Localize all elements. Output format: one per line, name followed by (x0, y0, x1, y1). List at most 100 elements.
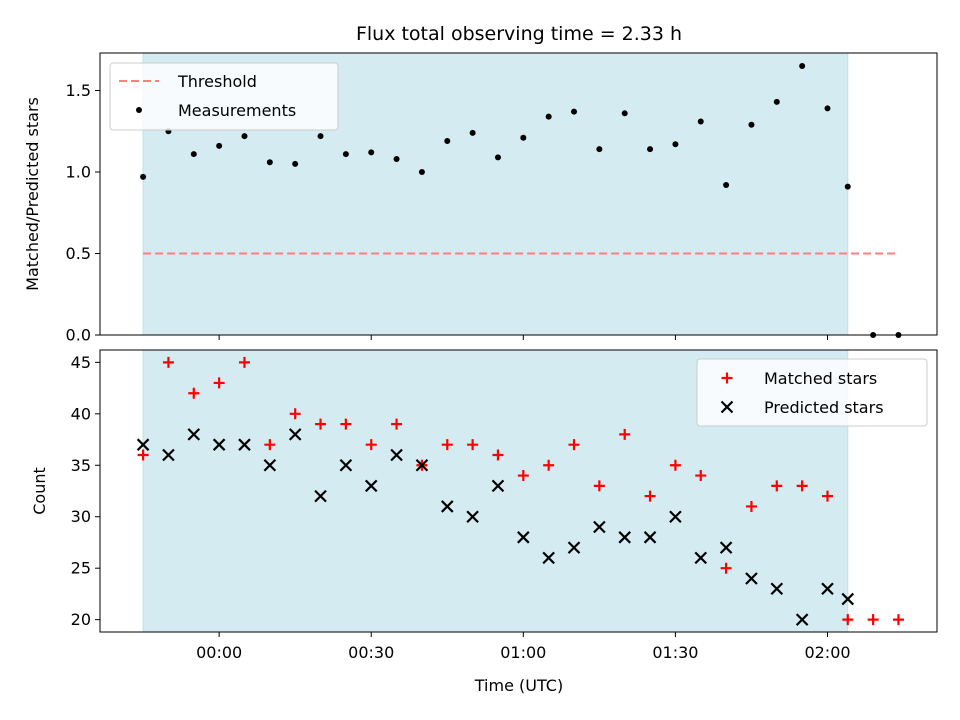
data-point (669, 510, 682, 524)
data-point (517, 470, 529, 482)
y-tick-label: 1.0 (66, 162, 91, 181)
data-point (644, 490, 656, 502)
data-point (212, 438, 226, 451)
data-point (188, 387, 200, 399)
data-point (542, 551, 555, 565)
data-point (466, 510, 479, 524)
y-tick-label: 1.5 (66, 81, 91, 100)
y-axis-label: Matched/Predicted stars (23, 97, 42, 291)
data-point (266, 159, 273, 166)
series-1 (136, 428, 855, 626)
data-point (770, 582, 784, 596)
data-point (618, 531, 631, 544)
legend-threshold-label: Threshold (177, 72, 257, 91)
data-point (520, 134, 527, 141)
data-point (241, 133, 248, 140)
series-0 (140, 63, 902, 338)
data-point (745, 500, 757, 512)
data-point (593, 480, 605, 492)
y-tick-label: 40 (71, 404, 91, 423)
x-axis-label: Time (UTC) (474, 676, 563, 695)
data-point (773, 98, 780, 105)
data-point (720, 562, 732, 574)
legend: Threshold Measurements (109, 62, 339, 131)
data-point (672, 141, 679, 148)
data-point (467, 439, 479, 451)
legend-matched-swatch (721, 372, 733, 384)
data-point (136, 438, 150, 451)
data-point (444, 138, 451, 145)
chart-title: Flux total observing time = 2.33 h (356, 23, 682, 45)
data-point (567, 541, 581, 554)
data-point (492, 449, 504, 461)
y-tick-label: 35 (71, 456, 91, 475)
data-point (647, 146, 654, 153)
data-point (140, 173, 147, 180)
data-point (440, 500, 454, 513)
data-point (695, 470, 707, 482)
data-point (238, 438, 251, 451)
x-tick-label: 01:30 (652, 643, 698, 662)
y-tick-label: 0.5 (66, 244, 91, 263)
data-point (314, 489, 327, 503)
y-tick-label: 45 (71, 353, 91, 372)
data-point (841, 592, 855, 606)
data-point (339, 458, 353, 472)
data-point (867, 614, 879, 626)
x-tick-label: 00:00 (196, 643, 242, 662)
data-point (213, 377, 225, 389)
legend-box (109, 62, 339, 131)
y-tick-label: 25 (71, 559, 91, 578)
data-point (491, 479, 505, 493)
x-tick-label: 02:00 (804, 643, 850, 662)
data-point (368, 149, 375, 156)
data-point (137, 449, 149, 461)
count-panel: 20 25 30 35 40 45 00:00 00:30 01:00 01:30 02:00 Cou… (30, 349, 938, 662)
data-point (643, 531, 657, 544)
legend-predicted-swatch (720, 400, 734, 414)
data-point (669, 459, 681, 471)
data-point (723, 182, 730, 189)
data-point (568, 439, 580, 451)
legend-measurements-swatch (136, 107, 142, 113)
ratio-panel: 0.0 0.5 1.0 1.5 Matched/Predicted stars Thres… (23, 52, 938, 345)
legend-measurements-label: Measurements (178, 101, 296, 120)
data-point (263, 458, 277, 472)
data-point (619, 428, 631, 440)
data-point (719, 541, 733, 554)
data-point (441, 439, 453, 451)
legend: Matched stars Predicted stars (696, 358, 928, 427)
data-point (340, 418, 352, 430)
data-point (796, 480, 808, 492)
data-point (842, 614, 854, 626)
data-point (469, 129, 476, 136)
data-point (162, 356, 174, 368)
data-point (317, 133, 324, 140)
data-point (821, 582, 834, 596)
data-point (238, 356, 250, 368)
legend-predicted-label: Predicted stars (764, 398, 884, 417)
data-point (393, 155, 400, 162)
data-point (771, 480, 783, 492)
data-point (264, 439, 276, 451)
legend-matched-label: Matched stars (764, 369, 877, 388)
data-point (162, 448, 175, 462)
series-0 (137, 356, 904, 626)
axes-frame (99, 52, 938, 336)
data-point (365, 439, 377, 451)
data-point (892, 614, 904, 626)
data-point (821, 490, 833, 502)
data-point (390, 448, 403, 462)
axes-frame (99, 349, 938, 633)
data-point (315, 418, 327, 430)
data-point (364, 479, 378, 493)
data-point (543, 459, 555, 471)
data-point (545, 113, 552, 120)
data-point (844, 183, 851, 190)
data-point (824, 105, 831, 112)
data-point (745, 572, 758, 585)
legend-box (696, 358, 928, 427)
data-point (216, 142, 223, 149)
data-point (342, 151, 349, 158)
